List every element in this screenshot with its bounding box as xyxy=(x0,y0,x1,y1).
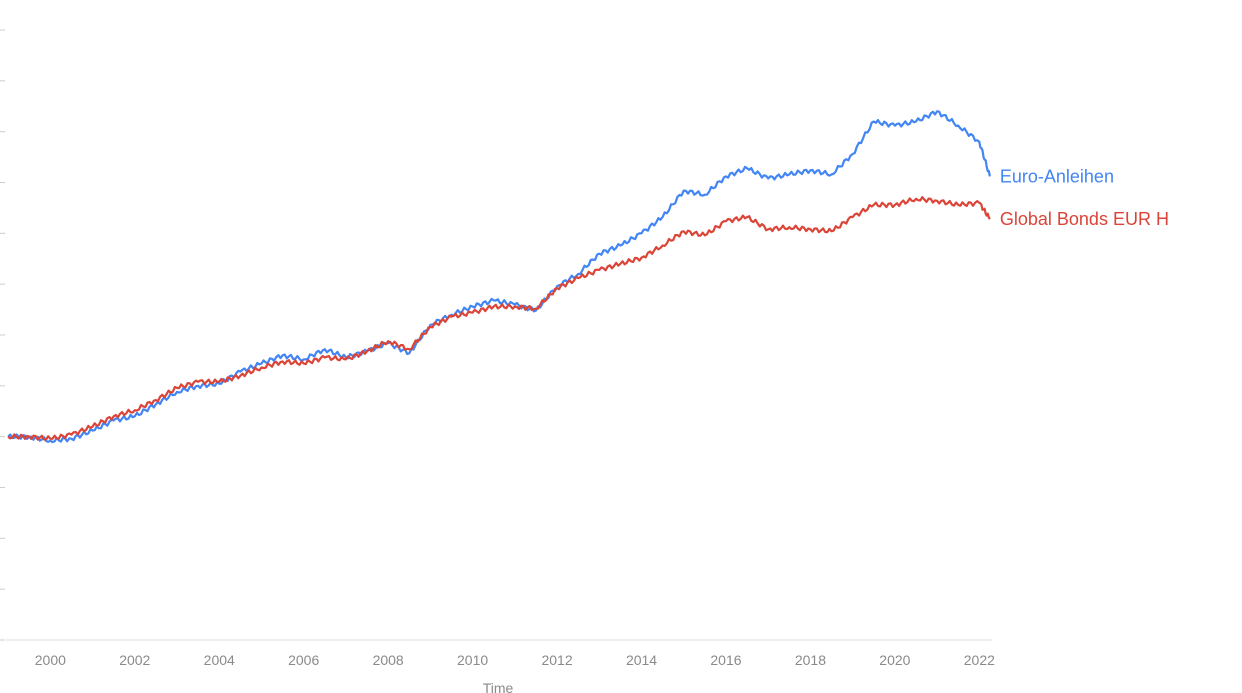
x-tick-label: 2008 xyxy=(373,652,404,668)
y-axis-ticks xyxy=(0,29,5,641)
x-tick-label: 2020 xyxy=(879,652,910,668)
x-tick-label: 2000 xyxy=(35,652,66,668)
series-line-0 xyxy=(7,110,991,444)
series-layer: Euro-Anleihen Global Bonds EUR H xyxy=(7,110,1169,444)
x-tick-label: 2002 xyxy=(119,652,150,668)
x-axis-ticks: 2000 2002 2004 2006 2008 2010 2012 2014 2016 2018… xyxy=(35,652,995,668)
x-tick-label: 2004 xyxy=(204,652,235,668)
x-tick-label: 2016 xyxy=(710,652,741,668)
x-tick-label: 2012 xyxy=(541,652,572,668)
x-tick-label: 2018 xyxy=(795,652,826,668)
series-line-1 xyxy=(7,196,991,441)
x-tick-label: 2010 xyxy=(457,652,488,668)
x-tick-label: 2022 xyxy=(964,652,995,668)
x-tick-label: 2006 xyxy=(288,652,319,668)
x-axis-title: Time xyxy=(483,680,514,693)
series-label-0: Euro-Anleihen xyxy=(1000,166,1114,186)
x-tick-label: 2014 xyxy=(626,652,657,668)
series-label-1: Global Bonds EUR H xyxy=(1000,209,1169,229)
